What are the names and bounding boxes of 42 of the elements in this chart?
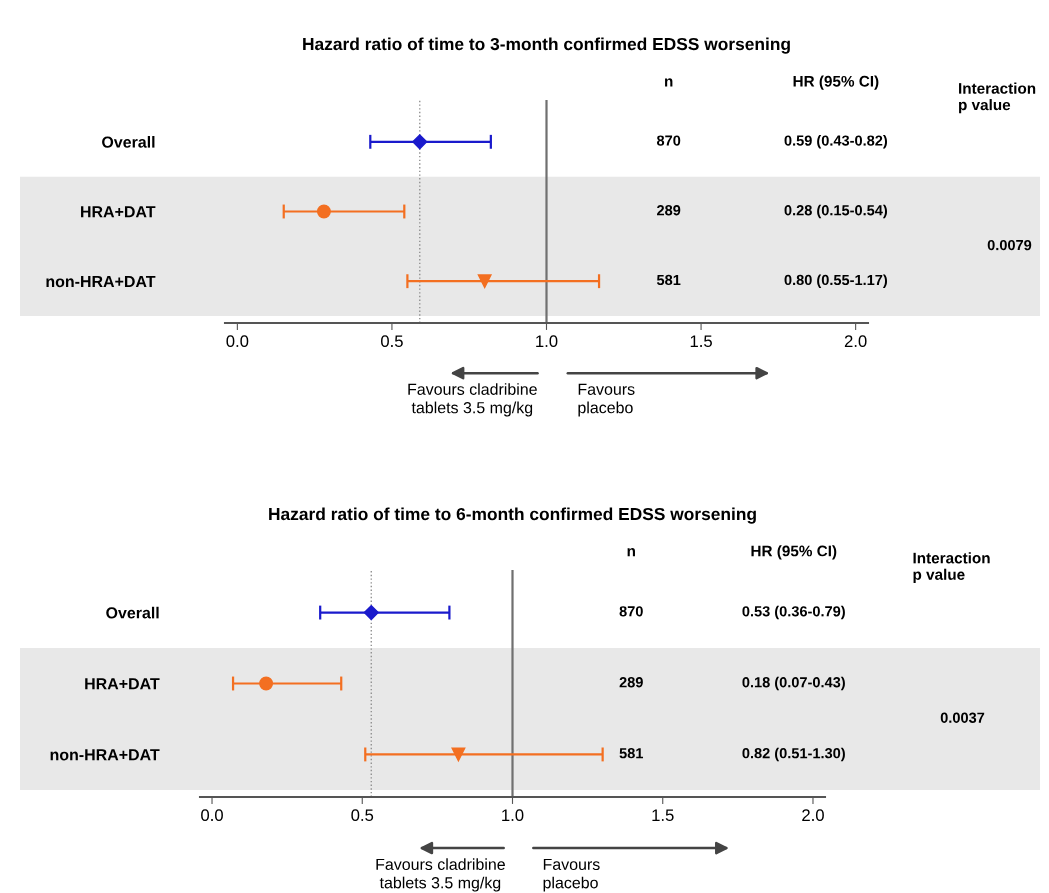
annotation: 0.28 (0.15-0.54) [784, 204, 888, 219]
annotation: 289 [619, 677, 643, 688]
x-tick-label: 0.5 [381, 335, 403, 348]
text: Favours cladribine tablets 3.5 mg/kg [408, 383, 537, 417]
x-tick-label: 1.0 [502, 809, 524, 822]
x-tick-label: 0.5 [351, 809, 374, 822]
annotation: 870 [656, 135, 681, 146]
text: non-HRA+DAT [50, 749, 160, 761]
chart-title: Hazard ratio of time to 3-month confirmed EDSS worsening [303, 37, 790, 54]
x-tick-label: 0.0 [226, 335, 249, 348]
text: n [665, 78, 673, 87]
x-tick-label: 1.5 [652, 809, 674, 822]
annotation: 0.59 (0.43-0.82) [784, 135, 888, 149]
annotation: 0.53 (0.36-0.79) [742, 605, 845, 620]
annotation: 0.80 (0.55-1.17) [784, 274, 888, 288]
annotation: 0.18 (0.07-0.43) [742, 676, 845, 691]
category-label: Overall [106, 606, 159, 619]
x-tick-label: 2.0 [802, 809, 824, 822]
text: Favours cladribine tablets 3.5 mg/kg [376, 858, 505, 892]
x-tick-label: 0.0 [201, 809, 223, 822]
text: Interaction p value [959, 82, 1036, 114]
text: HR (95% CI) [751, 545, 837, 560]
annotation: 870 [619, 606, 643, 617]
annotation: 289 [657, 205, 681, 216]
category-label: HRA+DAT [81, 206, 156, 218]
chart-title: Hazard ratio of time to 6-month confirmed EDSS worsening [269, 507, 756, 524]
x-tick-label: 1.0 [536, 335, 558, 348]
x-tick-label: 2.0 [844, 335, 867, 348]
x-tick-label: 1.5 [690, 335, 712, 348]
category-label: Overall [102, 136, 155, 148]
annotation: 0.82 (0.51-1.30) [742, 747, 845, 762]
annotation: 581 [656, 274, 681, 286]
category-label: non-HRA+DAT [46, 275, 156, 288]
text: 0.0037 [940, 712, 985, 723]
text: HRA+DAT [85, 678, 160, 690]
text: HR (95% CI) [793, 75, 879, 90]
text: Favours placebo [543, 858, 600, 892]
text: Interaction p value [913, 552, 990, 583]
text: n [627, 547, 635, 557]
annotation: 581 [619, 748, 644, 759]
text: Favours placebo [578, 383, 635, 417]
text: 0.0079 [987, 239, 1032, 251]
